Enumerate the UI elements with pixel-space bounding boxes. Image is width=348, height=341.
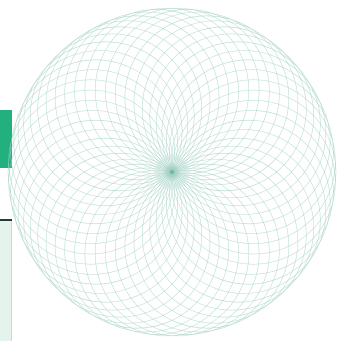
- side-panel: [0, 110, 12, 341]
- spiro-loop: [17, 50, 183, 215]
- spiro-loop: [45, 20, 211, 186]
- spiro-loop: [156, 41, 321, 207]
- spiro-loop: [149, 33, 315, 199]
- spiro-loop: [115, 167, 280, 333]
- spiro-loop: [169, 69, 334, 234]
- panel-divider: [0, 219, 12, 221]
- spiro-loop: [74, 9, 239, 174]
- spiro-loop: [115, 11, 280, 177]
- spiro-loop: [94, 171, 260, 337]
- spiro-loop: [84, 7, 250, 173]
- spiro-loop: [13, 59, 179, 225]
- spiro-loop: [37, 26, 203, 192]
- spiro-loop: [161, 129, 327, 294]
- spiro-loop: [94, 7, 260, 173]
- spiro-loop: [124, 15, 290, 181]
- spiro-loop: [165, 59, 331, 225]
- panel-body: [0, 221, 12, 341]
- spiro-loop: [105, 9, 270, 174]
- spiro-loop: [64, 11, 229, 177]
- spiro-loop: [8, 79, 173, 244]
- spiro-loop: [84, 171, 250, 337]
- spiro-loop: [171, 79, 336, 244]
- spiro-loop: [133, 20, 299, 186]
- spiro-loop: [64, 167, 229, 333]
- panel-row: [0, 168, 12, 220]
- spiro-loop: [17, 129, 183, 294]
- spiro-loop: [54, 15, 220, 181]
- center-dot: [170, 170, 174, 174]
- spiro-loop: [161, 50, 327, 215]
- spiro-loop: [165, 119, 331, 285]
- spiro-loop: [171, 89, 337, 255]
- spiro-loop: [10, 69, 175, 234]
- spiro-loop: [23, 41, 188, 207]
- spiro-loop: [13, 119, 179, 285]
- spiro-loop: [29, 33, 195, 199]
- spiro-loop: [7, 89, 173, 255]
- spiro-loop: [141, 26, 307, 192]
